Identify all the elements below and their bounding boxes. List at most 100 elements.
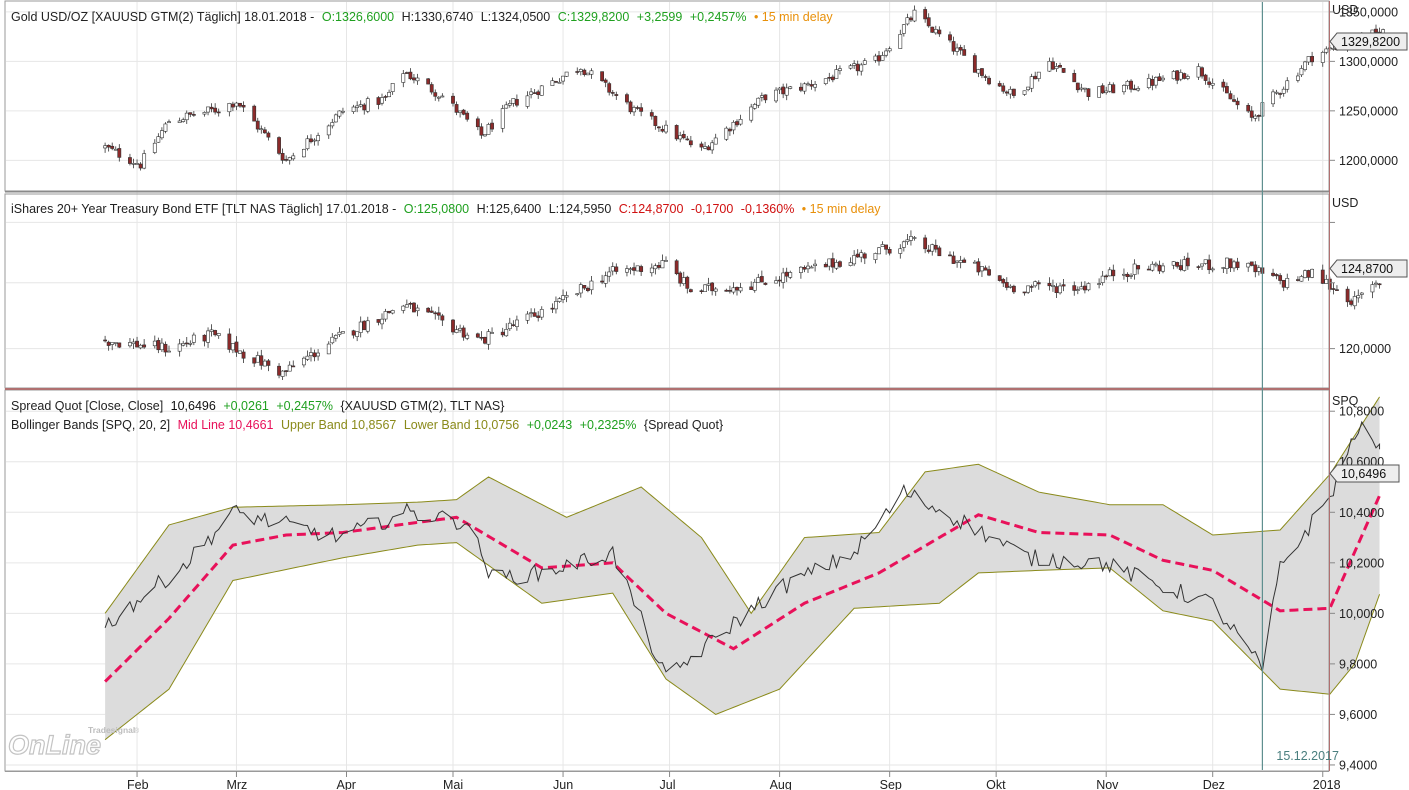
gold-candle-body: [632, 107, 636, 113]
price-tick-label: 9,8000: [1339, 657, 1377, 671]
tlt-candle-body: [1256, 267, 1261, 272]
tlt-candle-body: [585, 287, 590, 292]
tlt-candle-body: [912, 237, 917, 239]
gold-candle-body: [181, 119, 186, 122]
gold-candle-body: [362, 104, 367, 111]
gold-candle-body: [1200, 67, 1204, 77]
tlt-candle-body: [873, 253, 878, 260]
tlt-candle-body: [756, 277, 761, 283]
gold-candle-body: [756, 97, 761, 106]
tlt-candle-body: [610, 266, 615, 272]
gold-candle-body: [355, 105, 360, 108]
gold-candle-body: [703, 146, 707, 149]
tlt-candle-body: [813, 263, 818, 266]
gold-candle-body: [933, 29, 938, 34]
gold-candle-body: [1132, 88, 1137, 91]
tlt-candle-body: [1011, 285, 1016, 293]
tlt-candle-body: [1232, 261, 1236, 269]
gold-candle-body: [259, 128, 264, 131]
tlt-candle-body: [156, 340, 161, 351]
tlt-candle-body: [838, 261, 842, 267]
gold-candle-body: [266, 132, 271, 138]
gold-candle-body: [1061, 68, 1066, 73]
tlt-candle-body: [1349, 300, 1354, 305]
tlt-candle-body: [884, 244, 889, 250]
month-label: Apr: [337, 778, 356, 790]
tlt-candle-body: [1146, 268, 1151, 271]
gold-candle-body: [333, 114, 338, 123]
tlt-legend-open: O:125,0800: [404, 202, 469, 216]
tlt-candle-body: [809, 266, 814, 269]
gold-candle-body: [227, 103, 232, 113]
gold-candle-body: [309, 138, 313, 143]
tlt-candle-body: [976, 261, 981, 273]
tlt-candle-body: [1200, 263, 1204, 267]
gold-candle-body: [905, 17, 910, 25]
tlt-candle-body: [589, 280, 594, 291]
gold-candle-body: [483, 134, 487, 137]
gold-candle-body: [188, 112, 193, 115]
tradesignal-online-logo: Tradesignal ® OnLine: [7, 725, 140, 761]
tlt-candle-body: [710, 282, 715, 292]
tlt-candle-body: [1161, 265, 1165, 272]
tlt-candle-body: [877, 247, 881, 255]
tlt-candle-body: [703, 284, 707, 292]
gold-candle-body: [351, 106, 356, 112]
tlt-legend: iShares 20+ Year Treasury Bond ETF [TLT …: [11, 202, 881, 216]
spread-legend: Spread Quot [Close, Close] 10,6496 +0,02…: [11, 399, 504, 413]
tlt-candle-body: [202, 334, 207, 342]
month-label: Sep: [880, 778, 902, 790]
price-tick-label: 10,4000: [1339, 506, 1384, 520]
tlt-candle-body: [160, 342, 164, 351]
tlt-candle-body: [1253, 264, 1258, 273]
tlt-candle-body: [390, 310, 395, 314]
gold-legend-delay: • 15 min delay: [754, 10, 833, 24]
tlt-candle-body: [142, 344, 147, 348]
tlt-candle-body: [926, 249, 931, 252]
gold-last-value-marker: 1329,8200: [1329, 32, 1408, 51]
gold-candle-body: [404, 72, 409, 74]
tlt-candle-body: [1352, 296, 1357, 307]
gold-unit-label: USD: [1332, 3, 1358, 17]
gold-candle-body: [1210, 83, 1215, 86]
gold-candle-body: [813, 83, 818, 88]
tlt-candle-body: [479, 336, 484, 339]
tlt-candle-body: [110, 342, 115, 345]
tlt-candle-body: [1281, 279, 1286, 288]
tlt-candle-body: [231, 343, 235, 351]
tlt-legend-low: L:124,5950: [549, 202, 612, 216]
gold-candle-body: [539, 85, 544, 96]
gold-candle-body: [316, 135, 321, 142]
tlt-candle-body: [412, 302, 416, 313]
tlt-candle-body: [1079, 286, 1084, 290]
tlt-candle-body: [539, 309, 544, 318]
gold-candle-body: [1299, 68, 1304, 76]
tlt-candle-body: [749, 286, 754, 290]
spread-unit-label: SPQ: [1332, 394, 1359, 408]
gold-legend-change-pct: +0,2457%: [690, 10, 747, 24]
gold-candle-body: [1278, 93, 1283, 95]
month-label: Jun: [553, 778, 573, 790]
tlt-candle-body: [380, 318, 384, 325]
gold-candle-body: [532, 92, 537, 94]
logo-text: OnLine: [8, 730, 101, 760]
gold-candle-body: [699, 143, 704, 148]
tlt-candle-body: [1225, 257, 1229, 269]
gold-candle-body: [280, 153, 285, 161]
gold-candle-body: [1097, 86, 1102, 98]
gold-legend-name: Gold USD/OZ [XAUUSD GTM(2) Täglich] 18.0…: [11, 10, 314, 24]
gold-candle-body: [1221, 81, 1226, 88]
gold-candle-body: [781, 86, 786, 95]
gold-legend-high: H:1330,6740: [402, 10, 474, 24]
gold-candle-body: [550, 80, 555, 86]
tlt-candle-body: [1310, 268, 1315, 278]
gold-candle-body: [884, 50, 889, 56]
tlt-candle-body: [603, 275, 608, 284]
tlt-candle-body: [1136, 265, 1141, 270]
gold-candle-body: [738, 119, 743, 125]
tlt-candle-body: [830, 258, 835, 268]
logo-brand: Tradesignal: [88, 725, 135, 735]
gold-candle-body: [578, 69, 583, 72]
gold-legend-change: +3,2599: [637, 10, 683, 24]
